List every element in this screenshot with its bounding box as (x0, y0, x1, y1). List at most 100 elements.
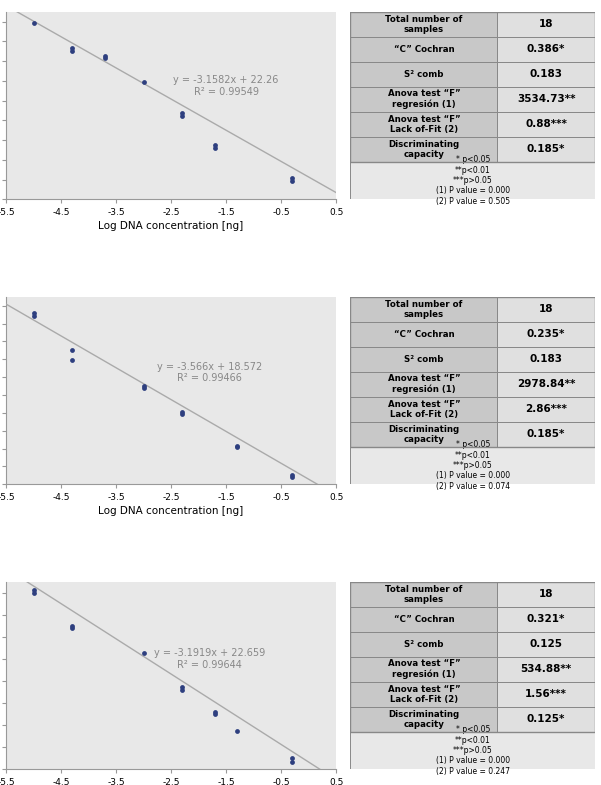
Text: * p<0,05
**p<0.01
***p>0.05
(1) P value = 0.000
(2) P value = 0.247: * p<0,05 **p<0.01 ***p>0.05 (1) P value … (436, 725, 510, 776)
Point (29, 586, 38, 599)
Text: 0.125*: 0.125* (527, 714, 566, 725)
Text: 0.183: 0.183 (529, 69, 563, 79)
Bar (497, 582, 595, 607)
Bar (350, 12, 595, 162)
Text: Anova test “F”
regresión (1): Anova test “F” regresión (1) (388, 374, 460, 394)
Point (29, 583, 38, 596)
Point (67, 354, 77, 367)
Point (210, 706, 220, 718)
Point (67, 42, 77, 55)
Point (287, 755, 297, 768)
Point (232, 440, 242, 453)
Text: * p<0,05
**p<0.01
***p>0.05
(1) P value = 0.000
(2) P value = 0.074: * p<0,05 **p<0.01 ***p>0.05 (1) P value … (436, 440, 510, 491)
Text: “C” Cochran: “C” Cochran (394, 330, 454, 339)
Point (287, 471, 297, 484)
Text: Total number of
samples: Total number of samples (385, 585, 463, 604)
Bar (497, 372, 595, 396)
Point (29, 309, 38, 322)
Text: Discriminating
capacity: Discriminating capacity (388, 425, 459, 444)
Bar (350, 347, 497, 372)
Bar (497, 62, 595, 87)
Bar (350, 607, 497, 632)
Text: S² comb: S² comb (404, 70, 444, 78)
Bar (350, 632, 497, 657)
Bar (350, 447, 595, 484)
Bar (497, 12, 595, 37)
Point (210, 708, 220, 721)
Bar (350, 682, 497, 706)
Point (287, 171, 297, 184)
Bar (497, 297, 595, 322)
Text: 0.185*: 0.185* (527, 144, 566, 155)
Bar (350, 137, 497, 162)
Point (232, 440, 242, 452)
Text: y = -3.1582x + 22.26
R² = 0.99549: y = -3.1582x + 22.26 R² = 0.99549 (173, 75, 279, 97)
Point (29, 307, 38, 319)
Bar (350, 706, 497, 732)
Point (287, 752, 297, 765)
Point (177, 684, 187, 696)
Bar (350, 111, 497, 137)
Bar (497, 706, 595, 732)
Text: Anova test “F”
regresión (1): Anova test “F” regresión (1) (388, 659, 460, 679)
Text: 0.125: 0.125 (529, 639, 563, 649)
Text: S² comb: S² comb (404, 355, 444, 363)
Bar (350, 87, 497, 111)
Point (210, 141, 220, 154)
Text: Anova test “F”
Lack of-Fit (2): Anova test “F” Lack of-Fit (2) (388, 685, 460, 704)
Text: * p<0,05
**p<0.01
***p>0.05
(1) P value = 0.000
(2) P value = 0.505: * p<0,05 **p<0.01 ***p>0.05 (1) P value … (436, 155, 510, 206)
Point (177, 107, 187, 119)
Bar (350, 297, 595, 447)
Point (287, 174, 297, 187)
X-axis label: Log DNA concentration [ng]: Log DNA concentration [ng] (99, 506, 243, 517)
Bar (350, 732, 595, 769)
Text: 0.386*: 0.386* (527, 44, 566, 54)
Bar (497, 37, 595, 62)
Bar (350, 582, 497, 607)
Text: 0.235*: 0.235* (527, 329, 566, 339)
Point (67, 45, 77, 57)
Bar (497, 137, 595, 162)
Text: Total number of
samples: Total number of samples (385, 300, 463, 319)
Text: 0.88***: 0.88*** (525, 119, 567, 130)
Text: “C” Cochran: “C” Cochran (394, 615, 454, 624)
Point (67, 619, 77, 632)
Bar (350, 422, 497, 447)
Bar (350, 657, 497, 682)
Bar (497, 396, 595, 422)
Text: Anova test “F”
Lack of-Fit (2): Anova test “F” Lack of-Fit (2) (388, 400, 460, 419)
Text: 3534.73**: 3534.73** (517, 94, 575, 104)
Text: 0.321*: 0.321* (527, 615, 566, 624)
X-axis label: Log DNA concentration [ng]: Log DNA concentration [ng] (99, 221, 243, 232)
Text: 18: 18 (539, 590, 554, 599)
Point (210, 139, 220, 152)
Bar (350, 162, 595, 199)
Point (100, 50, 110, 63)
Text: y = -3.566x + 18.572
R² = 0.99466: y = -3.566x + 18.572 R² = 0.99466 (157, 362, 262, 384)
Bar (497, 607, 595, 632)
Text: 2978.84**: 2978.84** (517, 379, 575, 389)
Bar (497, 422, 595, 447)
Bar (497, 322, 595, 347)
Bar (350, 297, 497, 322)
Point (29, 16, 38, 29)
Point (139, 647, 148, 659)
Text: 18: 18 (539, 305, 554, 314)
Point (139, 380, 148, 392)
Text: y = -3.1919x + 22.659
R² = 0.99644: y = -3.1919x + 22.659 R² = 0.99644 (154, 648, 265, 670)
Point (139, 382, 148, 394)
Point (177, 681, 187, 693)
Text: 2.86***: 2.86*** (525, 404, 567, 414)
Point (287, 469, 297, 482)
Text: 1.56***: 1.56*** (525, 689, 567, 699)
Point (67, 344, 77, 356)
Bar (497, 682, 595, 706)
Bar (497, 347, 595, 372)
Text: Anova test “F”
Lack of-Fit (2): Anova test “F” Lack of-Fit (2) (388, 115, 460, 134)
Point (139, 75, 148, 88)
Bar (350, 37, 497, 62)
Bar (497, 657, 595, 682)
Bar (350, 396, 497, 422)
Text: Discriminating
capacity: Discriminating capacity (388, 710, 459, 729)
Text: Anova test “F”
regresión (1): Anova test “F” regresión (1) (388, 89, 460, 109)
